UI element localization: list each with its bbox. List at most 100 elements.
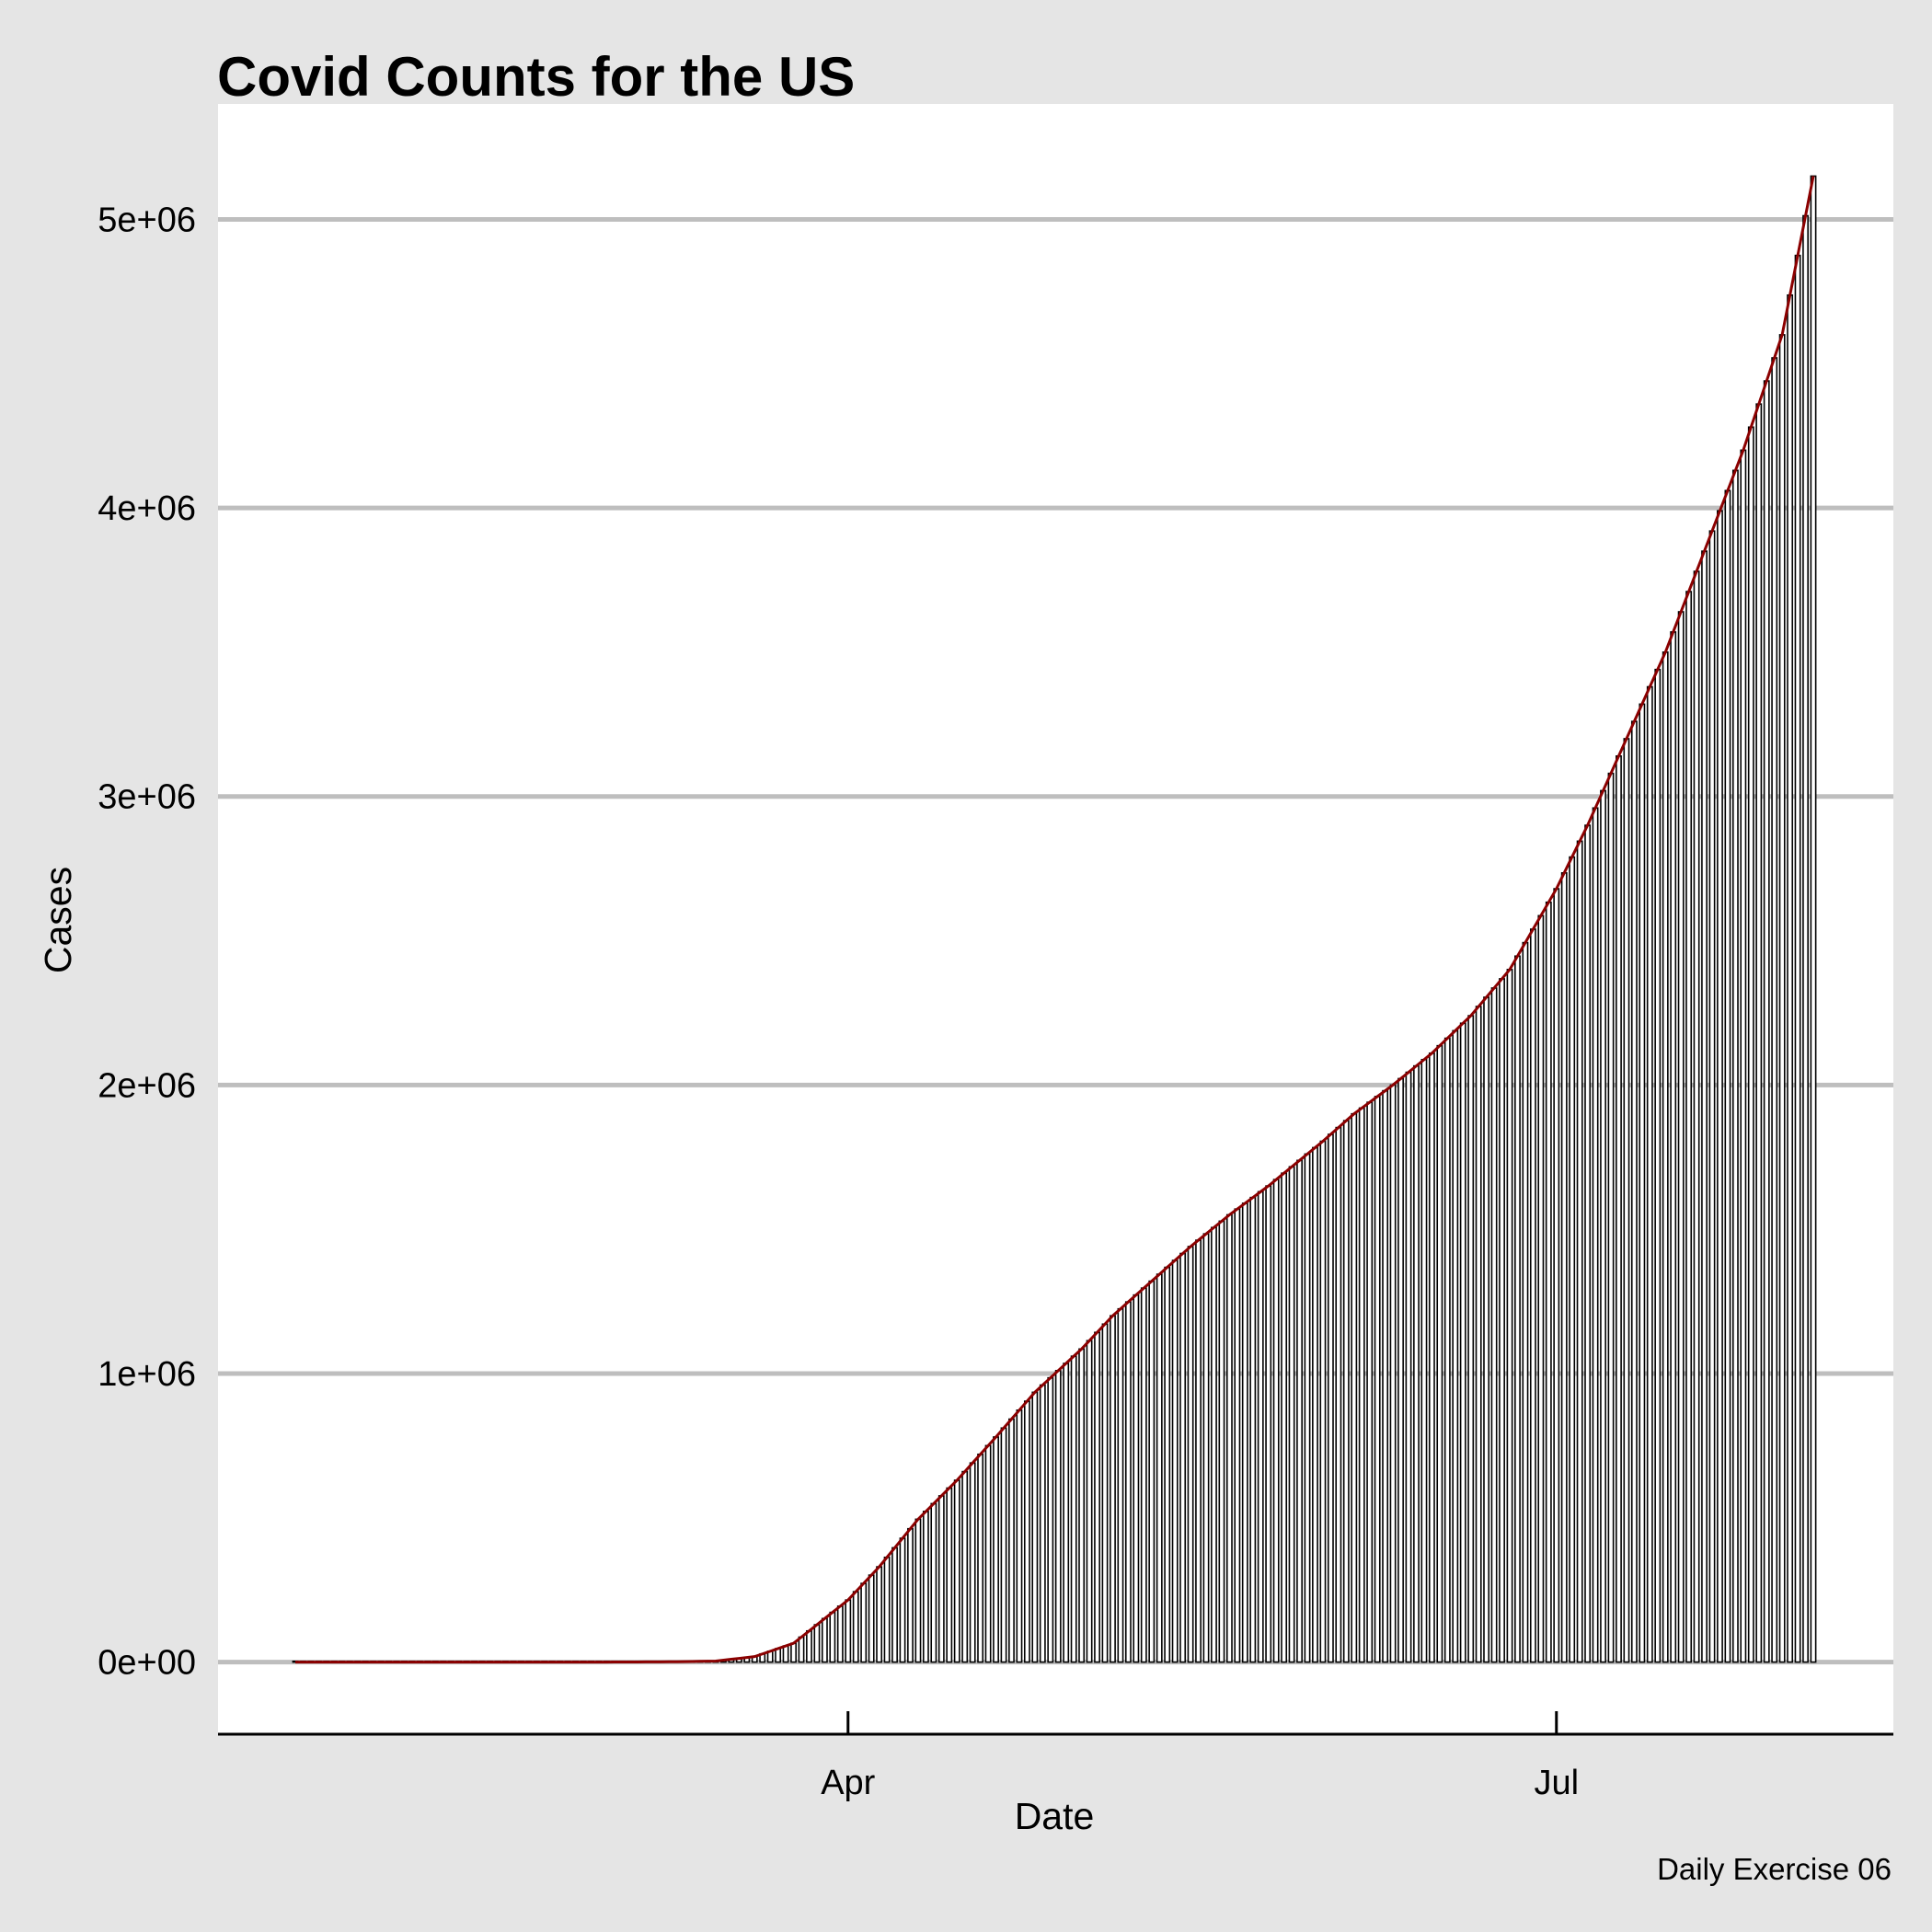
bar [1708,530,1716,1663]
bar [993,1436,999,1663]
bar [1569,856,1576,1663]
bar [1389,1084,1397,1663]
bar [1646,685,1653,1663]
bar [1522,941,1529,1663]
bar [1420,1058,1428,1663]
bar [1202,1233,1210,1663]
bar [1623,738,1630,1663]
bar [868,1574,875,1663]
bar [1467,1015,1475,1663]
bar [836,1605,844,1663]
bar [1670,631,1677,1663]
bar [821,1617,828,1663]
bar [1249,1196,1257,1663]
bar [899,1537,906,1663]
bar [1639,703,1646,1663]
bar [1327,1133,1334,1663]
bar [953,1479,960,1663]
bar [1117,1307,1124,1663]
bar [1218,1220,1225,1663]
bar [1195,1239,1202,1663]
y-tick-label: 3e+06 [98,778,196,817]
bar [1342,1120,1350,1663]
bar [1810,175,1817,1663]
bar [1257,1190,1264,1663]
bar [829,1611,836,1663]
bar [1148,1280,1156,1663]
bar [1234,1208,1241,1663]
bar [1319,1140,1327,1663]
bar [1685,591,1693,1663]
bar [914,1518,922,1663]
y-tick-label: 5e+06 [98,201,196,239]
bar [1794,254,1801,1663]
bar [1452,1029,1459,1663]
bar [1016,1409,1023,1663]
bar [969,1462,976,1663]
bar [1506,969,1513,1663]
bar [1616,754,1622,1663]
bar [1778,334,1786,1663]
bar [1553,888,1560,1663]
bar [1374,1096,1381,1663]
bar [1140,1287,1147,1663]
bar [1164,1266,1171,1663]
bar [1000,1427,1007,1663]
bar [1078,1348,1086,1663]
bar [922,1511,929,1663]
bar [790,1642,797,1663]
bar [1731,469,1739,1663]
bar [1187,1246,1194,1663]
bar [1499,978,1505,1663]
bar [1802,214,1809,1663]
bar [1405,1071,1412,1663]
bar [1156,1273,1163,1663]
bar [1304,1153,1311,1663]
caption: Daily Exercise 06 [1657,1852,1892,1886]
bar [1171,1259,1179,1663]
bar [798,1636,805,1663]
bar [1054,1370,1062,1663]
bar [845,1599,852,1663]
bar [1514,955,1521,1663]
y-axis-title: Cases [37,867,79,973]
bar [1584,824,1592,1663]
bar [806,1629,812,1663]
bar [1755,403,1763,1663]
bar [930,1502,937,1663]
bar [891,1547,898,1663]
chart-title: Covid Counts for the US [217,46,855,108]
bar [883,1556,891,1663]
bar [1763,380,1770,1663]
bar [782,1645,789,1663]
bar [852,1591,859,1663]
bar [860,1582,868,1663]
bar [1771,357,1778,1663]
bar [1787,293,1794,1663]
x-tick-label: Apr [821,1764,875,1802]
bar [1701,550,1708,1663]
bar [1008,1418,1015,1663]
bar [1717,510,1723,1663]
bar [1630,720,1638,1663]
bar [1600,789,1606,1663]
bar [1747,426,1754,1663]
y-tick-label: 0e+00 [98,1644,196,1683]
bar [1296,1159,1303,1663]
y-axis-ticks: 0e+00 1e+06 2e+06 3e+06 4e+06 5e+06 [98,201,196,1682]
bar [1063,1363,1070,1663]
bar [1677,611,1685,1663]
bar [1483,996,1490,1663]
bar [1459,1022,1466,1663]
bar [1039,1384,1046,1663]
bar [946,1487,953,1663]
bar [977,1453,984,1663]
bar [1124,1301,1132,1663]
bar [1560,872,1568,1663]
bar [1592,807,1599,1663]
bar [1724,489,1731,1663]
bar [1576,840,1583,1663]
bar [1428,1052,1435,1663]
bar [1281,1172,1288,1663]
